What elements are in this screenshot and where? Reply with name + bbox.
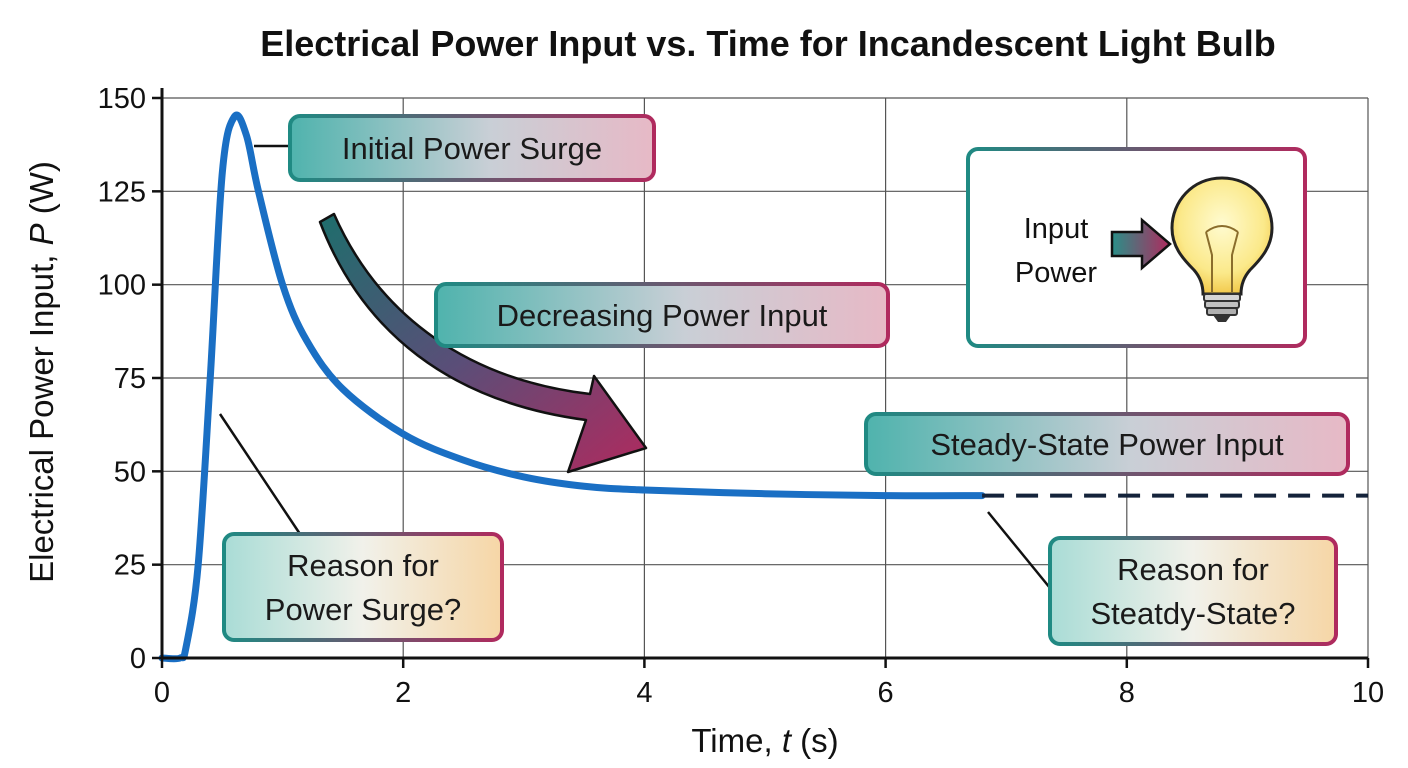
inset-text-line-2: Power	[1015, 257, 1098, 289]
annotation-reason-steady-text-1: Steatdy-State?	[1090, 596, 1295, 631]
y-tick-label-6: 150	[98, 83, 146, 115]
axes	[152, 88, 1370, 668]
x-axis-label: Time, t (s)	[691, 722, 838, 759]
annotation-reason-surge-text-0: Reason for	[287, 548, 439, 583]
decreasing-arrow	[318, 212, 648, 474]
series-layer	[158, 111, 1368, 663]
lightbulb-icon	[1170, 176, 1274, 322]
power-curve	[158, 111, 986, 663]
annotation-reason-surge-box	[222, 532, 504, 642]
y-axis-label: Electrical Power Input, P (W)	[23, 161, 60, 583]
x-tick-label-1: 2	[395, 677, 411, 709]
annotation-reason-steady-box	[1048, 536, 1338, 646]
y-tick-label-1: 25	[114, 550, 146, 582]
x-tick-label-3: 6	[878, 677, 894, 709]
y-tick-label-2: 50	[114, 456, 146, 488]
annotation-decreasing-box	[434, 282, 890, 348]
y-tick-label-3: 75	[114, 363, 146, 395]
annotation-initial-surge-text-0: Initial Power Surge	[342, 131, 602, 166]
y-tick-label-0: 0	[130, 643, 146, 675]
chart-title: Electrical Power Input vs. Time for Inca…	[260, 23, 1276, 64]
annotation-layer: Initial Power Surge Decreasing Power Inpu…	[218, 114, 1350, 646]
annotation-reason-surge-text-1: Power Surge?	[265, 592, 461, 627]
x-tick-label-2: 4	[636, 677, 652, 709]
y-tick-label-5: 125	[98, 176, 146, 208]
x-tick-label-4: 8	[1119, 677, 1135, 709]
annotation-steady-state-text-0: Steady-State Power Input	[930, 427, 1284, 462]
annotation-steady-state-box	[864, 412, 1350, 476]
annotation-initial-surge-box	[288, 114, 656, 182]
arrow-right-icon	[1110, 217, 1172, 271]
annotation-reason-surge-leader	[218, 413, 302, 535]
x-tick-label-5: 10	[1352, 677, 1384, 709]
x-tick-label-0: 0	[154, 677, 170, 709]
annotation-reason-steady-text-0: Reason for	[1117, 552, 1269, 587]
inset-panel: Input Power	[966, 147, 1307, 348]
annotation-decreasing-text-0: Decreasing Power Input	[497, 298, 828, 333]
annotation-reason-steady-leader	[987, 511, 1051, 589]
y-tick-label-4: 100	[98, 270, 146, 302]
inset-text-line-1: Input	[1024, 213, 1089, 245]
